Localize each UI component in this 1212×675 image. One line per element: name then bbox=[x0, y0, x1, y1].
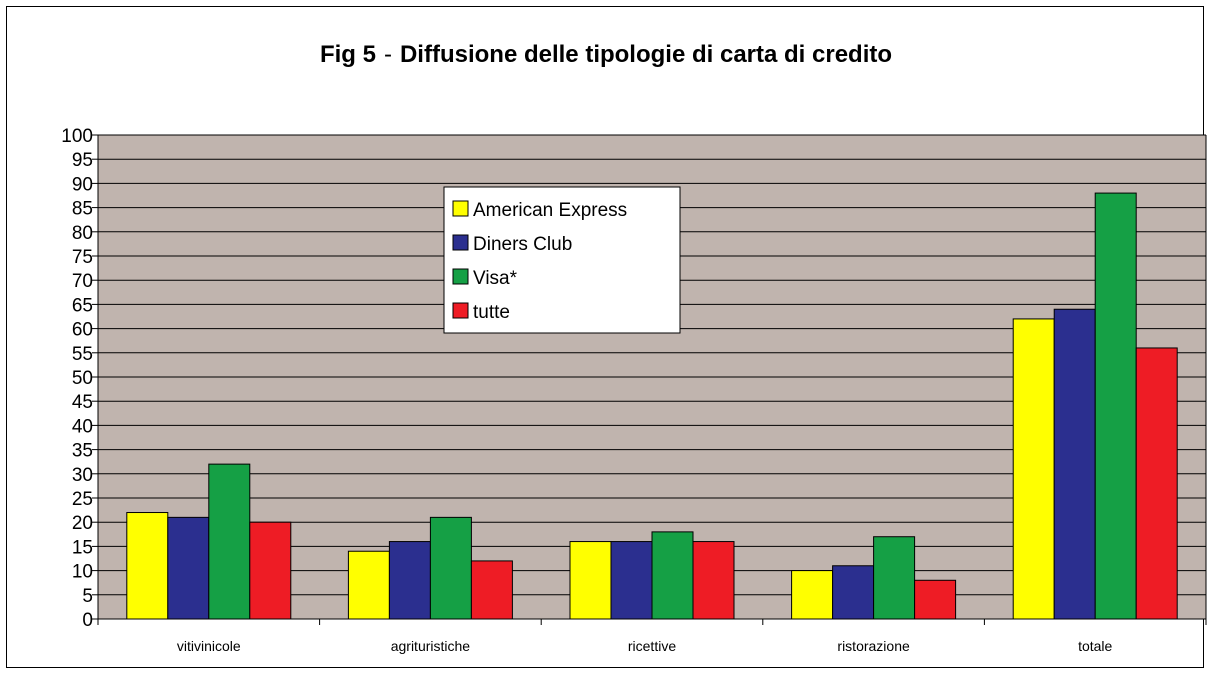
y-tick-label-80: 80 bbox=[72, 223, 93, 244]
y-tick-labels: 0 5 10 15 20 25 30 35 40 45 50 55 60 65 70 75 80 85 90 95 10… bbox=[61, 126, 93, 631]
bar-ristorazione-visa bbox=[873, 536, 916, 620]
legend-label-0: American Express bbox=[473, 200, 627, 221]
y-tick-label-100: 100 bbox=[61, 126, 93, 147]
y-tick-label-30: 30 bbox=[72, 465, 93, 486]
chart-title-separator: - bbox=[384, 41, 392, 68]
legend-label-1: Diners Club bbox=[473, 234, 572, 255]
bar-agrituristiche-diners-club bbox=[388, 541, 431, 620]
bar-totale-visa bbox=[1094, 192, 1137, 620]
y-tick-label-15: 15 bbox=[72, 537, 93, 558]
bar-totale-diners-club bbox=[1053, 308, 1096, 620]
chart-title-prefix: Fig 5 bbox=[320, 41, 376, 68]
y-tick-label-55: 55 bbox=[72, 344, 93, 365]
bar-vitivinicole-visa bbox=[208, 463, 251, 620]
y-tick-label-40: 40 bbox=[72, 416, 93, 437]
legend-swatch-2 bbox=[452, 268, 469, 285]
bar-ristorazione-american-express bbox=[791, 570, 834, 620]
bar-agrituristiche-visa bbox=[429, 516, 472, 620]
legend-box bbox=[443, 186, 681, 334]
y-tick-label-25: 25 bbox=[72, 489, 93, 510]
y-tick-label-90: 90 bbox=[72, 174, 93, 195]
bar-ristorazione-tutte bbox=[914, 579, 957, 620]
bar-agrituristiche-american-express bbox=[347, 550, 390, 620]
x-tick-labels: vitivinicole agrituristiche ricettive risto… bbox=[177, 638, 1113, 654]
bar-ricettive-diners-club bbox=[610, 541, 653, 620]
bar-ricettive-american-express bbox=[569, 541, 612, 620]
y-tick-label-0: 0 bbox=[82, 610, 93, 631]
y-tick-label-95: 95 bbox=[72, 150, 93, 171]
y-tick-label-35: 35 bbox=[72, 441, 93, 462]
legend-swatch-1 bbox=[452, 234, 469, 251]
bars bbox=[126, 192, 1178, 620]
legend-label-2: Visa* bbox=[473, 268, 518, 289]
y-tick-label-45: 45 bbox=[72, 392, 93, 413]
bar-vitivinicole-tutte bbox=[249, 521, 292, 620]
y-tick-label-5: 5 bbox=[82, 586, 93, 607]
legend-swatch-3 bbox=[452, 302, 469, 319]
y-tick-label-65: 65 bbox=[72, 295, 93, 316]
y-tick-label-70: 70 bbox=[72, 271, 93, 292]
x-tick-label-ristorazione: ristorazione bbox=[837, 638, 910, 654]
x-tick-label-agrituristiche: agrituristiche bbox=[391, 638, 471, 654]
x-tick-label-vitivinicole: vitivinicole bbox=[177, 638, 241, 654]
bar-vitivinicole-american-express bbox=[126, 512, 169, 620]
y-tick-label-60: 60 bbox=[72, 320, 93, 341]
axes bbox=[92, 134, 1207, 625]
bar-ristorazione-diners-club bbox=[832, 565, 875, 620]
bar-agrituristiche-tutte bbox=[470, 560, 513, 620]
bar-totale-tutte bbox=[1135, 347, 1178, 620]
x-tick-label-ricettive: ricettive bbox=[628, 638, 676, 654]
legend-label-3: tutte bbox=[473, 302, 510, 323]
bar-totale-american-express bbox=[1012, 318, 1055, 620]
bar-ricettive-visa bbox=[651, 531, 694, 620]
y-tick-label-20: 20 bbox=[72, 513, 93, 534]
x-tick-label-totale: totale bbox=[1078, 638, 1112, 654]
bar-ricettive-tutte bbox=[692, 541, 735, 620]
y-tick-label-50: 50 bbox=[72, 368, 93, 389]
y-tick-label-75: 75 bbox=[72, 247, 93, 268]
chart-title-main: Diffusione delle tipologie di carta di c… bbox=[400, 41, 892, 68]
legend-swatch-0 bbox=[452, 200, 469, 217]
y-tick-label-85: 85 bbox=[72, 199, 93, 220]
bar-vitivinicole-diners-club bbox=[167, 516, 210, 620]
y-tick-label-10: 10 bbox=[72, 562, 93, 583]
legend: American Express Diners Club Visa* tutte bbox=[443, 186, 681, 334]
chart-title: Fig 5- Diffusione delle tipologie di cart… bbox=[320, 41, 892, 68]
